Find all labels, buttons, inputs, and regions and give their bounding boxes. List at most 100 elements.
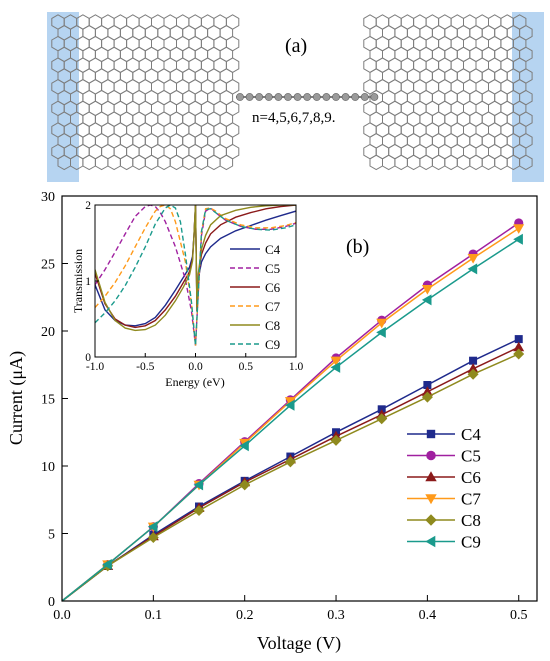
data-marker [147,521,158,533]
chain-atom [303,93,312,101]
inset-legend-label: C8 [265,318,280,333]
x-axis-label: Voltage (V) [257,633,341,654]
series-c9 [61,233,523,602]
legend-label: C7 [461,490,481,509]
chain-length-annotation: n=4,5,6,7,8,9. [252,110,335,126]
data-marker [239,479,251,491]
inset-series-group [95,205,296,346]
inset-legend-item: C9 [230,337,280,352]
data-marker [425,535,436,548]
inset-legend: C4 C5 C6 C7 C8 C9 [230,242,281,352]
legend-label: C5 [461,447,481,466]
inset-y-tick-label: 0 [85,352,91,364]
chain-atom [255,93,264,101]
y-tick-label: 5 [48,528,55,543]
transmission-inset: -1.0 -0.5 0.0 0.5 1.0 0 1 2 Energy (eV) Transmi… [71,200,303,389]
panel-a-label: (a) [285,35,307,57]
inset-plot-frame [94,204,297,358]
inset-legend-item: C7 [230,299,281,314]
right-lattice-ring [382,154,396,171]
data-marker [239,440,249,452]
right-lattice-ring [519,154,533,171]
inset-series-c9 [95,205,296,346]
left-electrode-shade [47,12,79,182]
chain-atom [274,93,283,101]
chain-atom [332,93,340,101]
main-legend: C4 C5 C6 C7 C8 C9 [407,425,481,552]
inset-legend-label: C9 [265,337,280,352]
left-lattice-ring [194,154,209,171]
series-line [61,338,520,602]
data-marker [330,434,342,446]
x-tick-label: 0.5 [510,608,528,623]
data-marker [193,505,205,516]
y-tick-label: 25 [41,258,55,273]
right-lattice-ring [419,154,433,171]
inset-legend-label: C4 [265,242,281,257]
data-marker [426,429,436,439]
inset-x-tick-label: -1.0 [86,361,104,373]
x-tick-label: 0.4 [419,608,437,623]
data-marker [376,413,388,425]
chain-atom [312,93,321,101]
left-lattice-ring [169,154,184,171]
legend-item: C8 [407,511,481,530]
legend-label: C6 [461,468,481,487]
data-marker [467,368,479,380]
data-marker [376,326,386,338]
left-lattice-ring [157,154,171,171]
left-lattice-ring [82,154,96,171]
legend-label: C8 [461,511,481,530]
carbon-chain [236,93,379,101]
data-marker [514,335,523,344]
data-marker [513,348,525,360]
right-lattice-ring [406,154,421,171]
data-marker [421,391,433,403]
inset-x-axis-label: Energy (eV) [165,375,224,389]
inset-y-tick-label: 1 [85,276,91,288]
right-lattice-ring [394,154,408,171]
series-c4 [61,335,523,602]
series-c8 [61,348,525,602]
inset-series-c5 [95,205,296,346]
right-lattice-ring [494,154,508,171]
legend-item: C5 [407,447,481,466]
data-marker [513,341,525,352]
data-marker [426,450,436,461]
legend-item: C4 [407,425,481,444]
data-marker [193,479,204,491]
data-marker [421,285,433,295]
inset-x-tick-label: 0.0 [188,361,203,373]
y-tick-label: 20 [41,325,55,340]
inset-y-axis-label: Transmission [71,249,85,313]
right-graphene-lattice [363,14,533,171]
inset-y-tick-label: 2 [85,200,91,212]
data-marker [513,224,525,234]
right-lattice-ring [456,154,471,171]
main-plot-frame [61,195,538,602]
y-tick-label: 15 [41,393,55,408]
data-marker [330,361,341,373]
inset-legend-label: C5 [265,261,280,276]
data-marker [284,397,296,407]
inset-legend-label: C7 [265,299,281,314]
y-axis-label: Current (μA) [6,351,27,445]
y-tick-label: 10 [41,460,55,475]
inset-series-c8 [95,205,296,332]
inset-legend-item: C8 [230,318,280,333]
left-lattice-ring [107,154,121,171]
x-tick-label: 0.3 [327,608,345,623]
inset-axis-ticks: -1.0 -0.5 0.0 0.5 1.0 0 1 2 [85,200,303,373]
data-marker [284,399,295,411]
right-lattice-ring [431,154,446,171]
main-series-group [61,218,525,602]
legend-label: C9 [461,533,481,552]
inset-legend-item: C4 [230,242,281,257]
x-tick-label: 0.0 [53,608,71,623]
panel-b-label: (b) [346,236,369,258]
data-marker [467,254,479,264]
legend-item: C9 [407,533,481,552]
y-tick-label: 30 [41,190,55,205]
x-tick-label: 0.2 [236,608,254,623]
